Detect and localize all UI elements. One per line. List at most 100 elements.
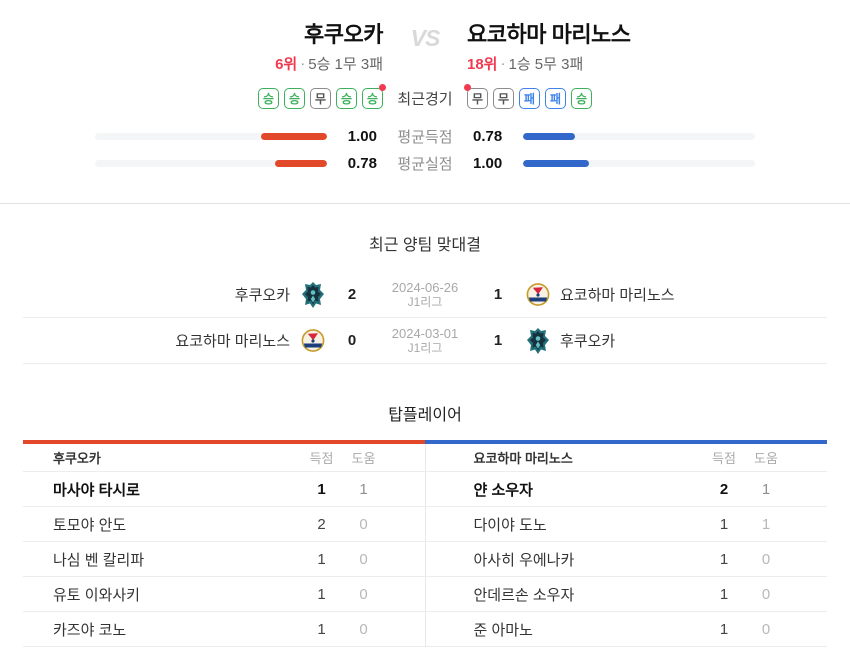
player-row[interactable]: 나심 벤 칼리파 1 0 bbox=[23, 542, 425, 577]
h2h-home-team-name: 요코하마 마리노스 bbox=[175, 333, 290, 350]
match-comparison-header: 후쿠오카 VS 요코하마 마리노스 6위 · 5승 1무 3패 18위 · 1승 5무 … bbox=[0, 0, 850, 173]
home-record: 5승 1무 3패 bbox=[308, 55, 383, 73]
player-name: 준 아마노 bbox=[473, 621, 533, 639]
player-goals: 2 bbox=[317, 515, 326, 533]
player-name: 다이야 도노 bbox=[473, 516, 547, 534]
recent-matches-label: 최근경기 bbox=[397, 90, 453, 108]
table-header: 요코하마 마리노스 득점 도움 bbox=[425, 444, 827, 472]
player-assists: 0 bbox=[359, 585, 368, 603]
h2h-away-team-name: 요코하마 마리노스 bbox=[560, 287, 675, 304]
player-goals: 1 bbox=[719, 620, 729, 638]
home-avg-conceded-bar bbox=[95, 160, 327, 167]
player-assists: 0 bbox=[761, 550, 771, 568]
home-rank: 6위 bbox=[275, 55, 298, 73]
player-name: 나심 벤 칼리파 bbox=[53, 551, 145, 569]
head-to-head-title: 최근 양팀 맞대결 bbox=[369, 237, 481, 254]
player-row[interactable]: 안데르손 소우자 1 0 bbox=[425, 577, 827, 612]
form-badge-loss: 패 bbox=[519, 87, 540, 109]
latest-match-dot bbox=[464, 83, 471, 91]
player-name: 마사야 타시로 bbox=[53, 481, 140, 499]
avg-conceded-row: 0.78 평균실점 1.00 bbox=[95, 153, 755, 173]
avg-conceded-label: 평균실점 bbox=[397, 156, 453, 173]
form-badge-loss: 패 bbox=[545, 87, 566, 109]
player-assists: 1 bbox=[761, 480, 771, 498]
form-badge-win: 승 bbox=[362, 87, 383, 109]
vs-label: VS bbox=[410, 24, 441, 51]
home-avg-goals-bar bbox=[95, 133, 327, 140]
player-name: 토모야 안도 bbox=[53, 516, 127, 534]
home-avg-conceded-value: 0.78 bbox=[347, 155, 377, 172]
h2h-match-info: 2024-06-26 J1리그 bbox=[379, 280, 471, 309]
home-team-name[interactable]: 후쿠오카 bbox=[304, 22, 383, 47]
form-badge-win: 승 bbox=[258, 87, 279, 109]
away-avg-conceded-value: 1.00 bbox=[473, 155, 503, 172]
h2h-away-score: 1 bbox=[493, 332, 503, 349]
away-rank: 18위 bbox=[467, 55, 498, 73]
h2h-match-date: 2024-06-26 bbox=[391, 280, 459, 295]
form-badge-draw: 무 bbox=[493, 87, 514, 109]
table-header: 후쿠오카 득점 도움 bbox=[23, 444, 425, 472]
away-record: 1승 5무 3패 bbox=[508, 55, 584, 73]
h2h-away-team-name: 후쿠오카 bbox=[560, 333, 616, 350]
player-row[interactable]: 준 아마노 1 0 bbox=[425, 612, 827, 647]
player-assists: 0 bbox=[761, 585, 771, 603]
form-badge-win: 승 bbox=[284, 87, 305, 109]
player-row[interactable]: 아사히 우에나카 1 0 bbox=[425, 542, 827, 577]
team-color-bar bbox=[23, 440, 827, 444]
h2h-match-league: J1리그 bbox=[407, 341, 443, 355]
section-divider bbox=[0, 203, 850, 204]
home-top-players-table: 후쿠오카 득점 도움 마사야 타시로 1 1 토모야 안도 2 0 나심 벤 칼… bbox=[23, 444, 426, 647]
away-top-players-table: 요코하마 마리노스 득점 도움 얀 소우자 2 1 다이야 도노 1 1 아사히… bbox=[425, 444, 827, 647]
goals-column-header: 득점 bbox=[712, 451, 736, 466]
form-badge-draw: 무 bbox=[310, 87, 331, 109]
h2h-home-score: 0 bbox=[347, 332, 357, 349]
player-name: 안데르손 소우자 bbox=[473, 586, 575, 604]
head-to-head-section: 최근 양팀 맞대결 후쿠오카 2 2024-06-26 J1리그 1 요코하마 … bbox=[0, 234, 850, 364]
player-name: 카즈야 코노 bbox=[53, 621, 127, 639]
home-color-bar bbox=[23, 440, 425, 444]
home-team-column-header: 후쿠오카 bbox=[53, 451, 101, 466]
player-row[interactable]: 토모야 안도 2 0 bbox=[23, 507, 425, 542]
away-team-column-header: 요코하마 마리노스 bbox=[473, 451, 573, 466]
player-row[interactable]: 마사야 타시로 1 1 bbox=[23, 472, 425, 507]
away-avg-conceded-bar bbox=[523, 160, 755, 167]
rank-separator: · bbox=[300, 54, 306, 72]
h2h-away-score: 1 bbox=[493, 286, 503, 303]
h2h-home-team-name: 후쿠오카 bbox=[234, 287, 290, 304]
player-goals: 1 bbox=[317, 480, 326, 498]
player-assists: 0 bbox=[359, 515, 368, 533]
player-row[interactable]: 다이야 도노 1 1 bbox=[425, 507, 827, 542]
h2h-match-row[interactable]: 후쿠오카 2 2024-06-26 J1리그 1 요코하마 마리노스 bbox=[23, 272, 827, 318]
player-name: 얀 소우자 bbox=[473, 481, 533, 499]
player-assists: 1 bbox=[359, 480, 368, 498]
player-goals: 1 bbox=[719, 585, 729, 603]
top-players-section: 탑플레이어 후쿠오카 득점 도움 마사야 타시로 1 1 토모야 안도 2 0 … bbox=[0, 406, 850, 647]
rank-separator: · bbox=[500, 54, 506, 72]
player-row[interactable]: 유토 이와사키 1 0 bbox=[23, 577, 425, 612]
h2h-match-row[interactable]: 요코하마 마리노스 0 2024-03-01 J1리그 1 후쿠오카 bbox=[23, 318, 827, 364]
h2h-match-info: 2024-03-01 J1리그 bbox=[379, 326, 471, 355]
player-goals: 1 bbox=[317, 585, 326, 603]
player-goals: 2 bbox=[719, 480, 729, 498]
h2h-home-score: 2 bbox=[347, 286, 357, 303]
away-team-name[interactable]: 요코하마 마리노스 bbox=[467, 22, 631, 47]
player-goals: 1 bbox=[719, 550, 729, 568]
assists-column-header: 도움 bbox=[351, 451, 376, 466]
marinos-crest-icon bbox=[300, 328, 325, 354]
goals-column-header: 득점 bbox=[309, 451, 334, 466]
avispa-crest-icon bbox=[300, 281, 325, 308]
player-row[interactable]: 얀 소우자 2 1 bbox=[425, 472, 827, 507]
player-row[interactable]: 카즈야 코노 1 0 bbox=[23, 612, 425, 647]
home-avg-goals-value: 1.00 bbox=[347, 128, 377, 145]
assists-column-header: 도움 bbox=[754, 451, 778, 466]
avg-goals-label: 평균득점 bbox=[397, 129, 453, 146]
player-name: 아사히 우에나카 bbox=[473, 551, 575, 569]
form-badge-win: 승 bbox=[571, 87, 592, 109]
player-goals: 1 bbox=[317, 550, 326, 568]
player-assists: 1 bbox=[761, 515, 771, 533]
marinos-crest-icon bbox=[525, 282, 550, 308]
avg-goals-row: 1.00 평균득점 0.78 bbox=[95, 126, 755, 146]
h2h-match-league: J1리그 bbox=[407, 295, 443, 309]
